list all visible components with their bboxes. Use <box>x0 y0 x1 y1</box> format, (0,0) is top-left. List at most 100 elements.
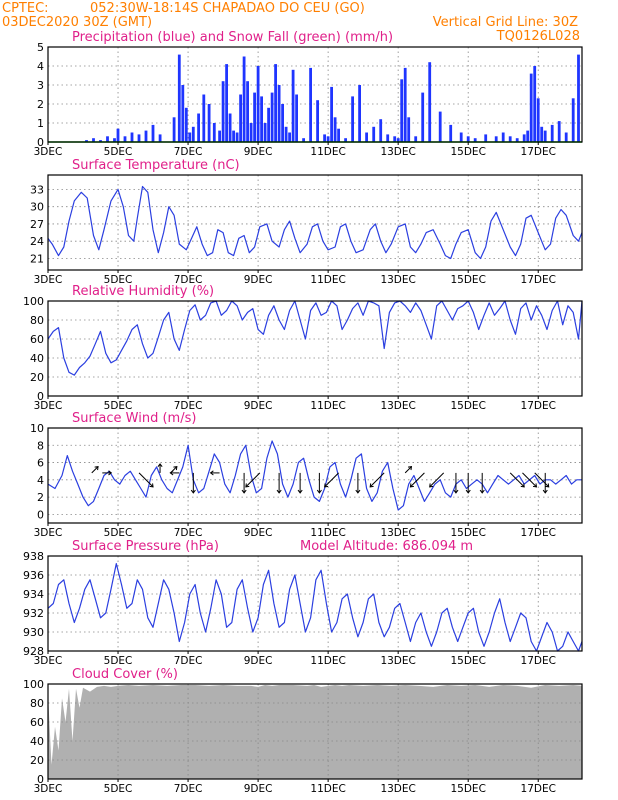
cloud-frame <box>47 683 583 780</box>
precip-bar <box>137 134 141 142</box>
rh-ytick: 40 <box>30 352 44 365</box>
pressure-xtick: 3DEC <box>34 655 63 667</box>
precip-bar <box>571 98 575 142</box>
wind-vector-arrow <box>453 472 459 494</box>
precip-ytick: 5 <box>37 41 44 54</box>
wind-vector-arrow <box>409 472 425 488</box>
precip-bar <box>351 96 354 142</box>
wind-vector-head <box>369 483 374 488</box>
pressure-xtick: 17DEC <box>521 655 556 667</box>
precip-bar <box>202 94 206 142</box>
wind-vector-shaft <box>410 472 425 488</box>
wind-xtick: 7DEC <box>174 527 203 539</box>
wind-panel: Surface Wind (m/s) 0 2 4 6 8 10 3DEC 5DEC 7DEC 9DE… <box>30 411 583 539</box>
temp-ytick: 30 <box>30 201 44 214</box>
precip-bar <box>484 134 488 142</box>
pressure-ytick: 930 <box>23 626 44 639</box>
wind-vector-shaft <box>138 472 154 488</box>
precip-bar <box>123 136 127 142</box>
precip-bar <box>270 92 274 142</box>
wind-xtick: 15DEC <box>450 527 485 539</box>
wind-vector-head <box>94 466 99 471</box>
precip-bar <box>508 136 512 142</box>
rh-panel: Relative Humidity (%) 0 20 40 60 80 100 3DEC 5DE… <box>23 284 583 412</box>
wind-vector-head <box>276 489 282 494</box>
precip-bar <box>344 138 347 142</box>
precip-bar <box>396 138 400 142</box>
precip-bar <box>144 130 148 142</box>
precip-bar <box>529 73 533 142</box>
precip-bar <box>235 132 239 142</box>
precip-bar <box>316 100 319 142</box>
precip-bar <box>326 136 330 142</box>
wind-vector-arrow <box>169 470 180 476</box>
precip-ytick: 3 <box>37 79 44 92</box>
wind-vector-arrow <box>190 472 196 494</box>
pressure-xtick: 5DEC <box>104 655 133 667</box>
wind-vector-head <box>173 466 178 471</box>
pressure-ytick: 928 <box>23 645 44 658</box>
precip-bar <box>281 104 284 142</box>
precip-xtick: 3DEC <box>34 146 63 158</box>
precip-bar <box>106 136 109 142</box>
wind-vector-head <box>532 483 538 488</box>
wind-vector-arrow <box>138 472 154 488</box>
precip-ytick: 0 <box>37 136 44 149</box>
rh-xtick: 11DEC <box>310 400 345 412</box>
precip-xtick: 7DEC <box>174 146 203 158</box>
wind-vector-arrow <box>479 472 485 494</box>
precip-bar <box>536 98 540 142</box>
wind-ytick: 4 <box>37 474 44 487</box>
wind-vector-head <box>542 489 548 494</box>
rh-xtick: 3DEC <box>34 400 63 412</box>
precip-xtick: 11DEC <box>310 146 345 158</box>
precip-bar <box>99 140 102 142</box>
wind-vector-shaft <box>404 466 412 474</box>
wind-vector-arrow <box>429 472 445 488</box>
rh-ytick: 60 <box>30 333 44 346</box>
precip-bar <box>577 54 580 142</box>
cloud-ytick: 60 <box>30 716 44 729</box>
precip-bar <box>274 64 277 142</box>
wind-ytick: 8 <box>37 439 44 452</box>
wind-frame <box>47 427 583 524</box>
pressure-xtick: 13DEC <box>380 655 415 667</box>
wind-xtick: 17DEC <box>521 527 556 539</box>
pressure-ytick: 938 <box>23 550 44 563</box>
wind-vector-shaft <box>429 472 445 488</box>
wind-vector-arrow <box>241 472 247 494</box>
temp-ytick: 33 <box>30 183 44 196</box>
wind-vector-head <box>297 489 303 494</box>
wind-vector-head <box>169 470 174 476</box>
wind-vector-head <box>453 489 459 494</box>
wind-vector-head <box>241 489 247 494</box>
precip-bar <box>267 107 270 142</box>
rh-ytick: 20 <box>30 371 44 384</box>
precip-ytick: 2 <box>37 98 44 111</box>
precip-bar <box>113 138 116 142</box>
temp-xtick: 17DEC <box>521 274 556 286</box>
wind-vector-shaft <box>91 466 99 474</box>
wind-vector-head <box>429 483 434 488</box>
wind-vector-head <box>355 489 361 494</box>
precip-bar <box>191 126 195 142</box>
precip-xtick: 15DEC <box>450 146 485 158</box>
precip-bar <box>557 121 561 142</box>
wind-vector-shaft <box>369 472 385 488</box>
temp-panel: Surface Temperature (nC) 21 24 27 30 33 3DEC 5D… <box>30 158 583 286</box>
wind-xtick: 5DEC <box>104 527 133 539</box>
rh-ytick: 80 <box>30 314 44 327</box>
temp-ytick: 21 <box>30 252 44 265</box>
temp-xtick: 13DEC <box>380 274 415 286</box>
precip-bar <box>197 113 200 142</box>
precip-bar <box>253 92 256 142</box>
cloud-ytick: 80 <box>30 697 44 710</box>
temp-frame <box>47 174 583 271</box>
pressure-series-line <box>47 562 583 652</box>
precip-bar <box>85 140 88 142</box>
wind-vector-head <box>108 470 113 476</box>
temp-ytick: 27 <box>30 218 44 231</box>
precip-bar <box>550 124 554 142</box>
wind-vector-arrow <box>465 472 471 494</box>
